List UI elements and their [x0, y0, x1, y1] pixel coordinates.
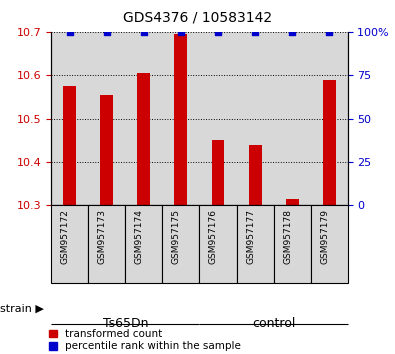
Text: GSM957173: GSM957173 [98, 209, 107, 264]
Point [178, 29, 184, 35]
Bar [88, 205, 126, 283]
Bar [248, 145, 261, 205]
Point [67, 29, 73, 35]
Point [215, 29, 221, 35]
Bar [51, 32, 88, 205]
Bar [237, 32, 274, 205]
Bar [274, 205, 310, 283]
Bar [310, 205, 348, 283]
Bar [126, 32, 162, 205]
Bar [323, 80, 336, 205]
Point [104, 29, 110, 35]
Bar [162, 32, 199, 205]
Text: GSM957172: GSM957172 [61, 209, 70, 264]
Text: GSM957176: GSM957176 [209, 209, 218, 264]
Text: GSM957174: GSM957174 [135, 209, 144, 264]
Text: GSM957179: GSM957179 [320, 209, 329, 264]
Text: GSM957175: GSM957175 [172, 209, 181, 264]
Text: control: control [252, 318, 295, 330]
Text: Ts65Dn: Ts65Dn [103, 318, 148, 330]
Bar [199, 32, 237, 205]
Point [289, 29, 295, 35]
Point [326, 29, 332, 35]
Bar [274, 32, 310, 205]
Bar [286, 199, 299, 205]
Point [252, 29, 258, 35]
Bar [126, 205, 162, 283]
Text: GSM957177: GSM957177 [246, 209, 255, 264]
Text: GSM957178: GSM957178 [283, 209, 292, 264]
Bar [100, 95, 113, 205]
Legend: transformed count, percentile rank within the sample: transformed count, percentile rank withi… [49, 329, 241, 351]
Bar [237, 205, 274, 283]
Text: strain ▶: strain ▶ [0, 304, 43, 314]
Bar [88, 32, 126, 205]
Bar [63, 86, 76, 205]
Bar [137, 73, 150, 205]
Bar [175, 34, 188, 205]
Bar [310, 32, 348, 205]
Bar [211, 140, 224, 205]
Text: GDS4376 / 10583142: GDS4376 / 10583142 [123, 11, 272, 25]
Bar [162, 205, 199, 283]
Point [141, 29, 147, 35]
Bar [199, 205, 237, 283]
Bar [51, 205, 88, 283]
